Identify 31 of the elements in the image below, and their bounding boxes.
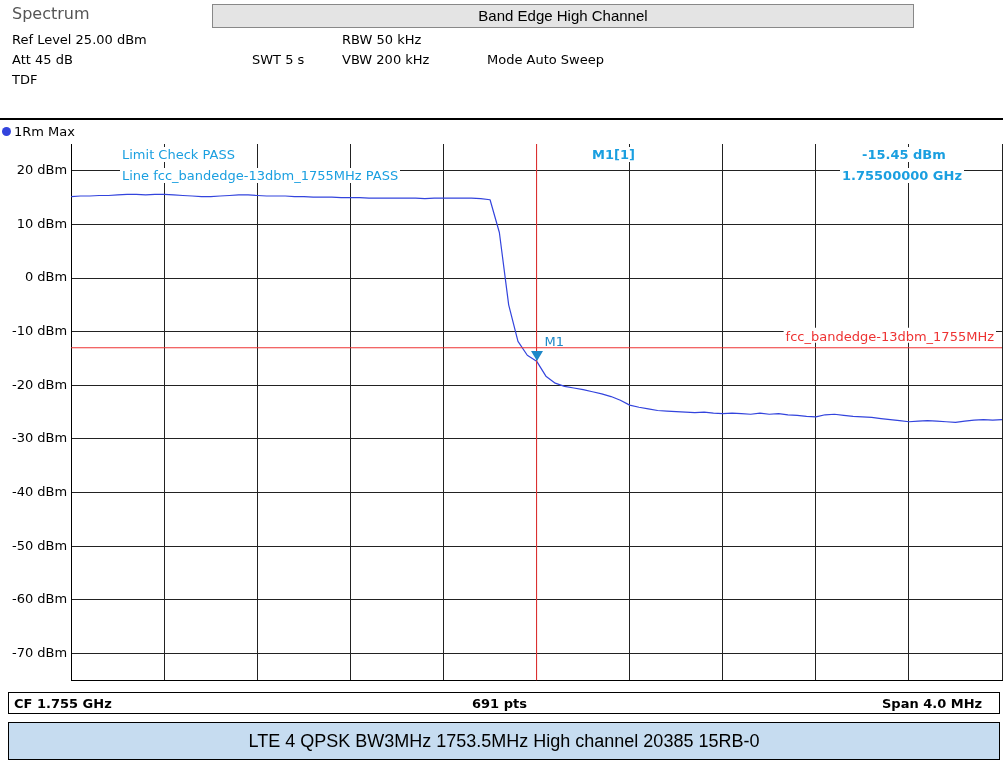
text: LTE 4 QPSK BW3MHz 1753.5MHz High channel 20385 15RB-0 [8, 722, 1000, 760]
text: Ref Level 25.00 dBm [10, 32, 149, 47]
text: SWT 5 s [250, 52, 307, 67]
y-tick-label: -30 dBm [12, 430, 68, 446]
chart-title: Band Edge High Channel [212, 4, 914, 28]
legend-label: 1Rm Max [13, 124, 75, 139]
text: Att 45 dB [10, 52, 75, 67]
ref-line-label: fcc_bandedge-13dbm_1755MHz [785, 328, 995, 344]
y-tick-label: 0 dBm [24, 269, 68, 285]
annotation: -15.45 dBm [860, 147, 948, 162]
text: Spectrum [10, 4, 92, 23]
text: VBW 200 kHz [340, 52, 432, 67]
text: Span 4.0 MHz [880, 696, 985, 711]
text: 691 pts [470, 696, 529, 711]
y-tick-label: -10 dBm [12, 323, 68, 339]
annotation: 1.75500000 GHz [840, 168, 964, 183]
y-tick-label: -40 dBm [12, 483, 68, 499]
y-tick-label: 10 dBm [16, 215, 68, 231]
y-tick-label: -60 dBm [12, 591, 68, 607]
y-tick-label: -70 dBm [12, 644, 68, 660]
annotation: Line fcc_bandedge-13dbm_1755MHz PASS [120, 168, 401, 183]
annotation: M1[1] [590, 147, 637, 162]
y-tick-label: -50 dBm [12, 537, 68, 553]
y-tick-label: 20 dBm [16, 162, 68, 178]
text: Mode Auto Sweep [485, 52, 606, 67]
text: CF 1.755 GHz [12, 696, 114, 711]
annotation: M1 [544, 334, 565, 350]
y-tick-label: -20 dBm [12, 376, 68, 392]
text: TDF [10, 72, 40, 87]
annotation: Limit Check PASS [120, 147, 237, 162]
text: RBW 50 kHz [340, 32, 424, 47]
